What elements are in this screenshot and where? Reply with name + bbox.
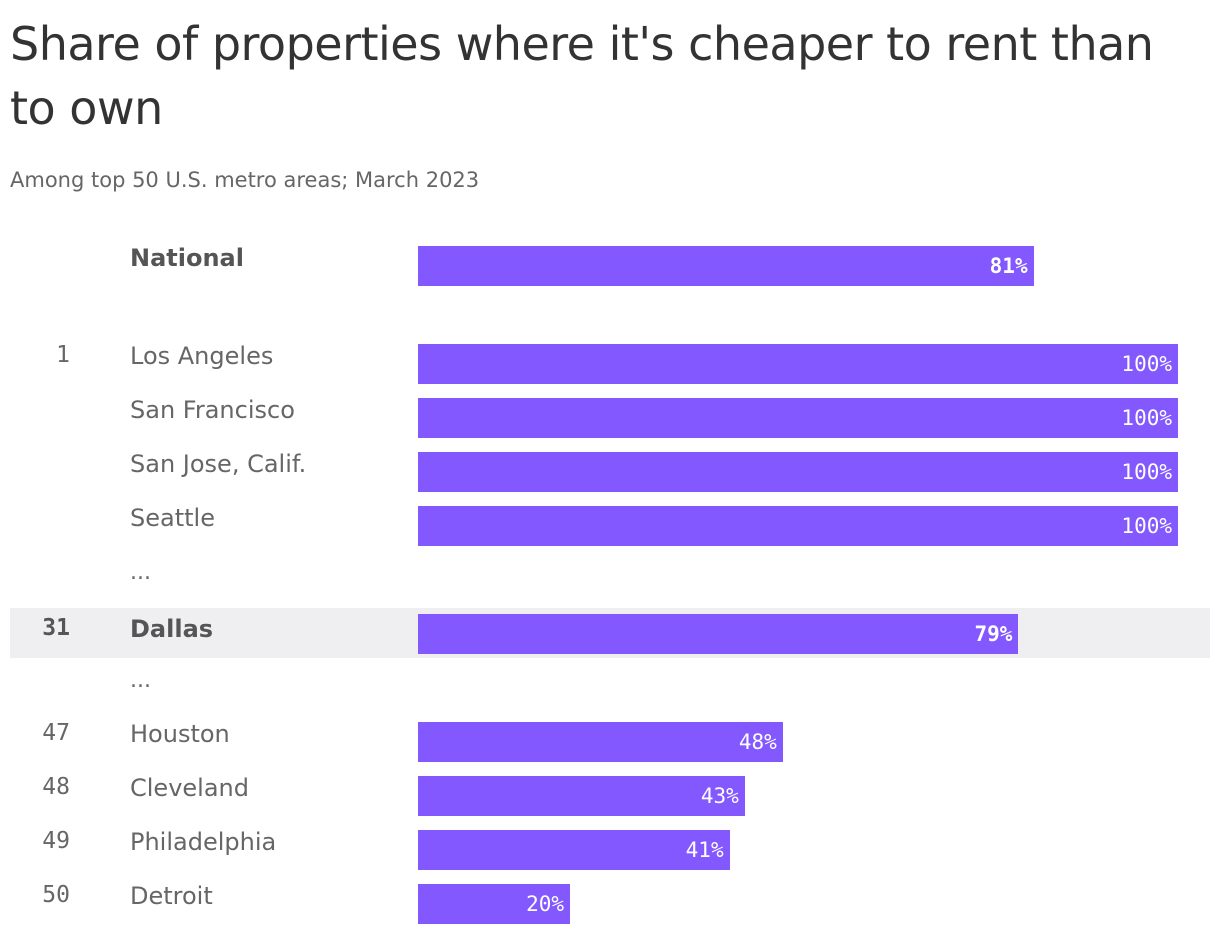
bar-value-label: 100% [1121, 460, 1172, 484]
bar: 81% [418, 246, 1034, 286]
bar-row: Seattle 100% [10, 500, 1210, 554]
bar: 100% [418, 506, 1178, 546]
bar-value-label: 100% [1121, 406, 1172, 430]
row-label: Los Angeles [130, 342, 274, 370]
row-label: Houston [130, 720, 230, 748]
bar-row: National 81% [10, 240, 1210, 294]
bar-row: San Jose, Calif. 100% [10, 446, 1210, 500]
row-ellipsis: ... [130, 668, 151, 693]
bar-row: 48 Cleveland 43% [10, 770, 1210, 824]
row-label: Detroit [130, 882, 213, 910]
bar: 43% [418, 776, 745, 816]
bar-row: 31 Dallas 79% [10, 608, 1210, 658]
row-rank: 31 [42, 615, 70, 641]
bar-value-label: 100% [1121, 352, 1172, 376]
row-label: National [130, 244, 244, 272]
bar-row: 1 Los Angeles 100% [10, 338, 1210, 392]
bar: 41% [418, 830, 730, 870]
row-label: Seattle [130, 504, 215, 532]
bar-row: 47 Houston 48% [10, 716, 1210, 770]
bar: 79% [418, 614, 1019, 654]
bar-value-label: 41% [685, 838, 724, 862]
row-label: Philadelphia [130, 828, 277, 856]
row-rank: 1 [56, 342, 70, 368]
bar: 20% [418, 884, 570, 924]
row-label: Cleveland [130, 774, 249, 802]
bar-value-label: 100% [1121, 514, 1172, 538]
row-rank: 49 [42, 828, 70, 854]
row-label: San Jose, Calif. [130, 450, 307, 478]
bar-row: 49 Philadelphia 41% [10, 824, 1210, 878]
bar: 100% [418, 452, 1178, 492]
bar-row: San Francisco 100% [10, 392, 1210, 446]
bar: 100% [418, 344, 1178, 384]
bar-value-label: 20% [526, 892, 564, 916]
bar-value-label: 79% [974, 622, 1013, 646]
row-ellipsis: ... [130, 560, 151, 585]
bar-value-label: 43% [700, 784, 739, 808]
row-rank: 47 [42, 720, 70, 746]
row-label: Dallas [130, 615, 214, 643]
bar: 48% [418, 722, 783, 762]
bar-value-label: 81% [989, 254, 1028, 278]
chart-title: Share of properties where it's cheaper t… [10, 17, 1154, 135]
row-label: San Francisco [130, 396, 295, 424]
bar: 100% [418, 398, 1178, 438]
bar-row: 50 Detroit 20% [10, 878, 1210, 932]
bar-value-label: 48% [738, 730, 777, 754]
chart-subtitle: Among top 50 U.S. metro areas; March 202… [10, 168, 480, 192]
row-rank: 50 [42, 882, 70, 908]
row-rank: 48 [42, 774, 70, 800]
